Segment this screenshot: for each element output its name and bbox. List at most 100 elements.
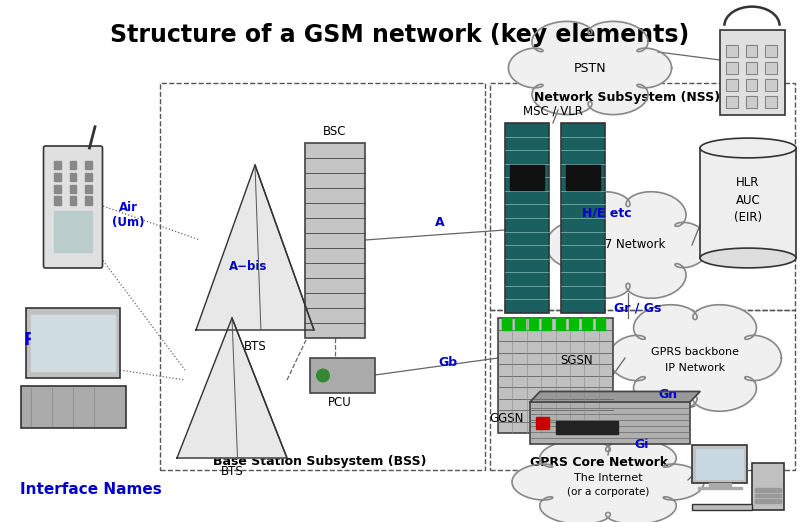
Bar: [746, 45, 758, 57]
Bar: [700, 148, 796, 258]
Polygon shape: [510, 165, 544, 189]
Polygon shape: [765, 62, 777, 74]
Text: Interface Names: Interface Names: [20, 482, 162, 497]
Text: Structure of a GSM network (key elements): Structure of a GSM network (key elements…: [110, 23, 690, 47]
Bar: [310, 358, 375, 393]
Text: (or a corporate): (or a corporate): [567, 487, 649, 497]
Text: PCU: PCU: [328, 396, 352, 409]
Text: GPRS Core Network: GPRS Core Network: [530, 456, 668, 469]
Polygon shape: [70, 196, 76, 205]
Polygon shape: [698, 487, 742, 489]
Polygon shape: [509, 21, 672, 115]
Polygon shape: [85, 173, 92, 181]
Text: BTS: BTS: [221, 465, 243, 478]
Polygon shape: [746, 45, 758, 57]
Text: GPRS backbone: GPRS backbone: [651, 347, 739, 357]
Polygon shape: [502, 318, 511, 329]
Bar: [305, 143, 365, 338]
Bar: [530, 402, 690, 444]
Polygon shape: [70, 161, 76, 169]
Polygon shape: [755, 499, 781, 503]
Polygon shape: [85, 161, 92, 169]
Bar: [490, 83, 795, 310]
FancyBboxPatch shape: [43, 146, 102, 268]
Polygon shape: [31, 315, 114, 371]
Bar: [498, 318, 613, 433]
Polygon shape: [726, 45, 738, 57]
Polygon shape: [54, 185, 61, 193]
Text: R: R: [24, 331, 36, 349]
Circle shape: [317, 369, 330, 382]
Polygon shape: [85, 196, 92, 205]
Polygon shape: [569, 318, 578, 329]
Polygon shape: [746, 96, 758, 108]
Polygon shape: [54, 196, 61, 205]
Text: The Internet: The Internet: [574, 473, 642, 483]
Polygon shape: [555, 318, 565, 329]
Polygon shape: [555, 421, 618, 433]
Polygon shape: [696, 449, 743, 479]
Text: SGSN: SGSN: [560, 353, 593, 366]
Polygon shape: [765, 79, 777, 91]
Text: BTS: BTS: [244, 340, 266, 353]
Polygon shape: [566, 165, 600, 189]
Text: BSC: BSC: [323, 125, 346, 138]
Ellipse shape: [700, 248, 796, 268]
Polygon shape: [746, 79, 758, 91]
Polygon shape: [542, 318, 551, 329]
Bar: [561, 123, 605, 313]
Ellipse shape: [700, 138, 796, 158]
Bar: [765, 96, 777, 108]
Polygon shape: [609, 305, 782, 411]
Polygon shape: [54, 210, 92, 252]
Text: A−bis: A−bis: [229, 260, 267, 274]
Bar: [21, 386, 126, 428]
Text: SS7 Network: SS7 Network: [590, 239, 666, 252]
Polygon shape: [512, 440, 704, 522]
Text: IP Network: IP Network: [665, 363, 725, 373]
Polygon shape: [755, 488, 781, 492]
Polygon shape: [726, 79, 738, 91]
Bar: [746, 62, 758, 74]
Polygon shape: [765, 96, 777, 108]
Text: Gb: Gb: [438, 355, 458, 369]
Polygon shape: [529, 318, 538, 329]
Polygon shape: [726, 62, 738, 74]
Bar: [765, 45, 777, 57]
Bar: [692, 445, 747, 483]
Bar: [726, 45, 738, 57]
Polygon shape: [70, 173, 76, 181]
Polygon shape: [726, 96, 738, 108]
Polygon shape: [85, 185, 92, 193]
Bar: [726, 79, 738, 91]
Polygon shape: [54, 161, 61, 169]
Polygon shape: [530, 392, 700, 402]
Polygon shape: [515, 318, 525, 329]
Text: Gi: Gi: [635, 438, 649, 452]
Bar: [765, 62, 777, 74]
Text: Air
(Um): Air (Um): [112, 201, 144, 229]
Text: Network SubSystem (NSS): Network SubSystem (NSS): [534, 91, 720, 104]
Bar: [765, 79, 777, 91]
Bar: [752, 463, 784, 510]
Bar: [26, 308, 120, 377]
Polygon shape: [765, 45, 777, 57]
Bar: [719, 30, 785, 115]
Polygon shape: [70, 185, 76, 193]
Text: MSC / VLR: MSC / VLR: [523, 105, 583, 118]
Text: Base Station Subsystem (BSS): Base Station Subsystem (BSS): [214, 456, 426, 469]
Bar: [692, 504, 752, 510]
Text: GGSN: GGSN: [490, 411, 524, 424]
Polygon shape: [582, 318, 592, 329]
Text: HLR
AUC
(EIR): HLR AUC (EIR): [734, 176, 762, 223]
Polygon shape: [596, 318, 605, 329]
Polygon shape: [546, 192, 710, 298]
Polygon shape: [177, 318, 287, 458]
Text: A: A: [435, 216, 445, 229]
Bar: [726, 96, 738, 108]
Polygon shape: [755, 494, 781, 497]
Polygon shape: [196, 165, 314, 330]
Polygon shape: [709, 483, 730, 487]
Bar: [505, 123, 549, 313]
Bar: [726, 62, 738, 74]
